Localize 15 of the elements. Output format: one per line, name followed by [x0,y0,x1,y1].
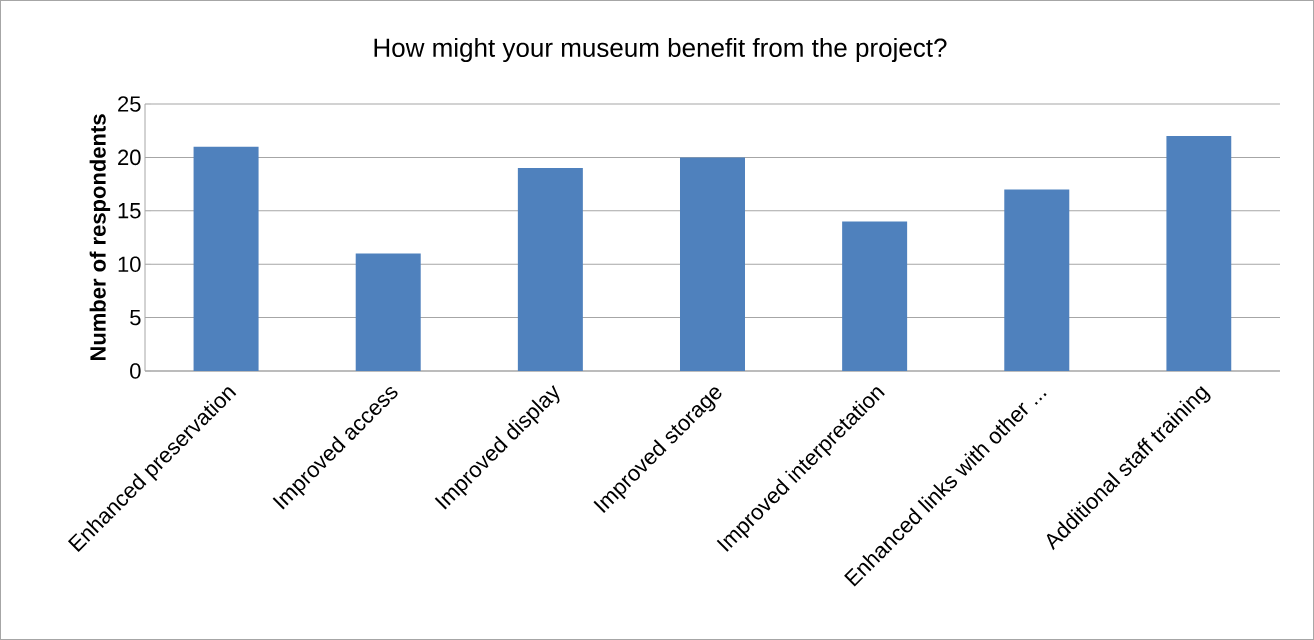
bar [1004,189,1070,371]
y-tick-label: 10 [118,256,141,272]
y-tick-label: 20 [118,149,141,166]
bar [1166,136,1232,371]
y-tick-label: 0 [130,363,141,379]
y-axis-title: Number of respondents [89,114,111,361]
y-tick-label: 25 [118,96,141,112]
bar [355,253,421,371]
chart-title: How might your museum benefit from the project? [374,37,947,63]
bar [842,221,908,371]
bar [517,168,583,371]
y-tick-label: 5 [130,309,141,326]
y-tick-label: 15 [118,203,141,219]
bar [193,146,259,371]
bar [680,157,745,371]
